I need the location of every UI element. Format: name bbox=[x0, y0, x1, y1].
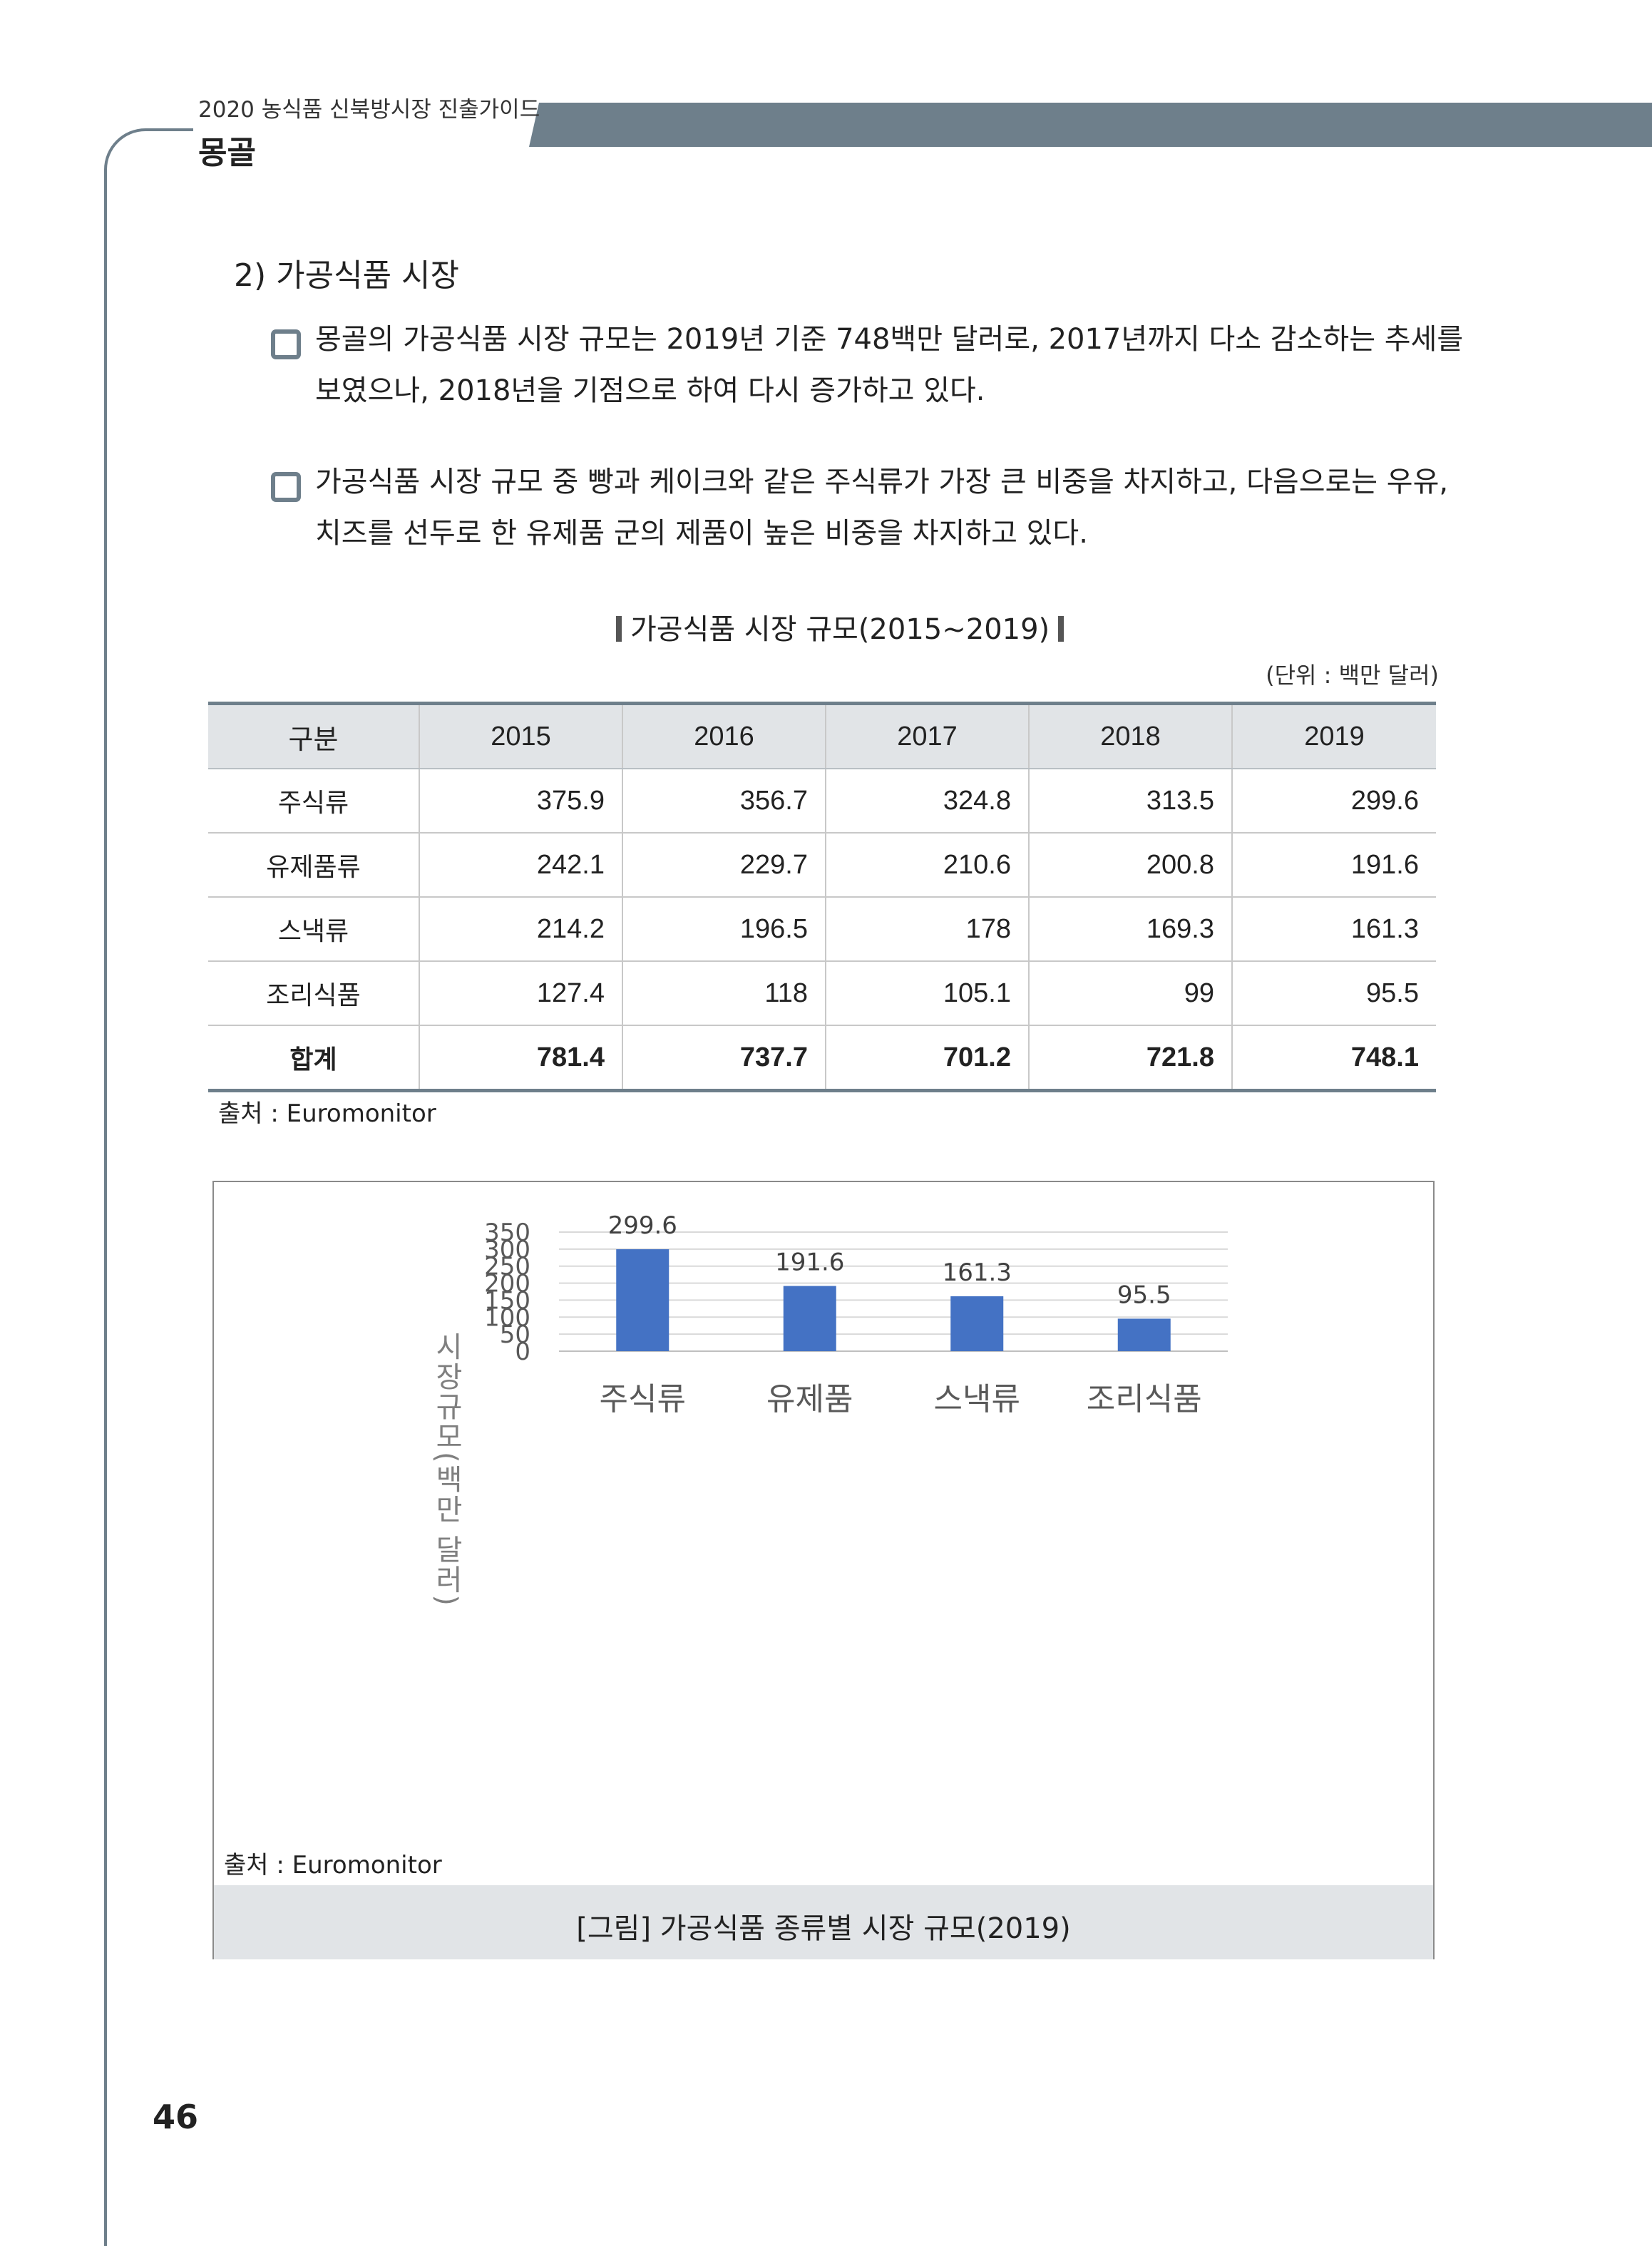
checkbox-bullet-icon bbox=[271, 329, 301, 359]
table-cell: 242.1 bbox=[419, 833, 622, 898]
country-title: 몽골 bbox=[198, 135, 256, 171]
bar bbox=[616, 1249, 669, 1351]
y-tick-label: 300 bbox=[484, 1236, 530, 1264]
section-title: 2) 가공식품 시장 bbox=[234, 257, 460, 294]
chart-source: 출처 : Euromonitor bbox=[224, 1851, 442, 1880]
y-tick-label: 50 bbox=[500, 1321, 530, 1349]
table-row: 조리식품 127.4 118 105.1 99 95.5 bbox=[208, 961, 1436, 1026]
bullet-line: 몽골의 가공식품 시장 규모는 2019년 기준 748백만 달러로, 2017… bbox=[315, 323, 1464, 356]
row-label: 스낵류 bbox=[208, 897, 419, 962]
table-cell: 95.5 bbox=[1231, 961, 1436, 1026]
y-tick-label: 100 bbox=[484, 1303, 530, 1332]
page-frame-line bbox=[104, 128, 193, 2246]
y-tick-label: 150 bbox=[484, 1286, 530, 1315]
table-cell: 169.3 bbox=[1028, 897, 1232, 962]
page-number: 46 bbox=[153, 2098, 199, 2136]
bar bbox=[1117, 1318, 1171, 1351]
table-cell: 214.2 bbox=[419, 897, 622, 962]
table-title-text: 가공식품 시장 규모(2015~2019) bbox=[630, 613, 1050, 646]
table-cell: 196.5 bbox=[622, 897, 826, 962]
header-band bbox=[529, 103, 1652, 147]
y-axis-label: 시장규모(백만 달러) bbox=[430, 1332, 463, 1607]
bullet-line: 보였으나, 2018년을 기점으로 하여 다시 증가하고 있다. bbox=[315, 374, 985, 407]
x-category-label: 스낵류 bbox=[934, 1381, 1020, 1417]
y-tick-label: 250 bbox=[484, 1253, 530, 1281]
row-label: 주식류 bbox=[208, 769, 419, 834]
column-header: 구분 bbox=[208, 702, 419, 769]
table-cell: 200.8 bbox=[1028, 833, 1232, 898]
y-tick-label: 200 bbox=[484, 1270, 530, 1298]
column-header: 2016 bbox=[622, 702, 826, 769]
x-category-label: 유제품 bbox=[766, 1381, 853, 1417]
data-label: 95.5 bbox=[1117, 1281, 1171, 1309]
table-cell: 721.8 bbox=[1028, 1025, 1232, 1092]
column-header: 2017 bbox=[825, 702, 1029, 769]
table-cell: 299.6 bbox=[1231, 769, 1436, 834]
table-cell: 161.3 bbox=[1231, 897, 1436, 962]
title-bar-icon bbox=[1058, 616, 1064, 642]
table-cell: 105.1 bbox=[825, 961, 1029, 1026]
bullet-line: 가공식품 시장 규모 중 빵과 케이크와 같은 주식류가 가장 큰 비중을 차지… bbox=[315, 466, 1449, 498]
table-cell: 229.7 bbox=[622, 833, 826, 898]
y-tick-label: 350 bbox=[484, 1219, 530, 1247]
table-header-row: 구분 2015 2016 2017 2018 2019 bbox=[208, 702, 1436, 769]
table-cell: 781.4 bbox=[419, 1025, 622, 1092]
table-title: 가공식품 시장 규모(2015~2019) bbox=[607, 606, 1072, 647]
table-source: 출처 : Euromonitor bbox=[218, 1099, 436, 1128]
bar bbox=[950, 1296, 1004, 1351]
table-cell: 313.5 bbox=[1028, 769, 1232, 834]
row-label: 합계 bbox=[208, 1025, 419, 1092]
checkbox-bullet-icon bbox=[271, 472, 301, 502]
row-label: 조리식품 bbox=[208, 961, 419, 1026]
table-cell: 701.2 bbox=[825, 1025, 1029, 1092]
table-cell: 118 bbox=[622, 961, 826, 1026]
caption-band bbox=[214, 1885, 1433, 1959]
table-row: 스낵류 214.2 196.5 178 169.3 161.3 bbox=[208, 897, 1436, 962]
title-bar-icon bbox=[616, 616, 622, 642]
bar bbox=[783, 1286, 836, 1351]
column-header: 2019 bbox=[1231, 702, 1436, 769]
x-category-label: 주식류 bbox=[600, 1381, 686, 1417]
column-header: 2018 bbox=[1028, 702, 1232, 769]
data-label: 161.3 bbox=[943, 1258, 1012, 1287]
data-label: 191.6 bbox=[775, 1248, 844, 1277]
figure-caption: [그림] 가공식품 종류별 시장 규모(2019) bbox=[576, 1912, 1071, 1945]
guide-title: 2020 농식품 신북방시장 진출가이드 bbox=[198, 97, 540, 123]
y-tick-label: 0 bbox=[515, 1338, 530, 1366]
x-category-label: 조리식품 bbox=[1087, 1381, 1202, 1417]
table-cell: 210.6 bbox=[825, 833, 1029, 898]
table-cell: 737.7 bbox=[622, 1025, 826, 1092]
table-row: 유제품류 242.1 229.7 210.6 200.8 191.6 bbox=[208, 833, 1436, 898]
table-cell: 178 bbox=[825, 897, 1029, 962]
table-total-row: 합계 781.4 737.7 701.2 721.8 748.1 bbox=[208, 1025, 1436, 1092]
bullet-text: 가공식품 시장 규모 중 빵과 케이크와 같은 주식류가 가장 큰 비중을 차지… bbox=[315, 456, 1449, 559]
table-cell: 748.1 bbox=[1231, 1025, 1436, 1092]
table-cell: 99 bbox=[1028, 961, 1232, 1026]
table-cell: 324.8 bbox=[825, 769, 1029, 834]
table-cell: 356.7 bbox=[622, 769, 826, 834]
table-cell: 127.4 bbox=[419, 961, 622, 1026]
row-label: 유제품류 bbox=[208, 833, 419, 898]
data-label: 299.6 bbox=[608, 1211, 677, 1240]
bullet-text: 몽골의 가공식품 시장 규모는 2019년 기준 748백만 달러로, 2017… bbox=[315, 314, 1464, 416]
table-cell: 375.9 bbox=[419, 769, 622, 834]
chart-figure: 0 50 100 150 200 250 300 350 시장규모(백만 달러) 299.6 주식류… bbox=[212, 1181, 1435, 1959]
bullet-line: 치즈를 선두로 한 유제품 군의 제품이 높은 비중을 차지하고 있다. bbox=[315, 517, 1088, 550]
market-size-table: 구분 2015 2016 2017 2018 2019 주식류 375.9 35… bbox=[208, 702, 1436, 1092]
table-cell: 191.6 bbox=[1231, 833, 1436, 898]
column-header: 2015 bbox=[419, 702, 622, 769]
table-row: 주식류 375.9 356.7 324.8 313.5 299.6 bbox=[208, 769, 1436, 834]
table-unit: (단위 : 백만 달러) bbox=[1266, 662, 1439, 689]
